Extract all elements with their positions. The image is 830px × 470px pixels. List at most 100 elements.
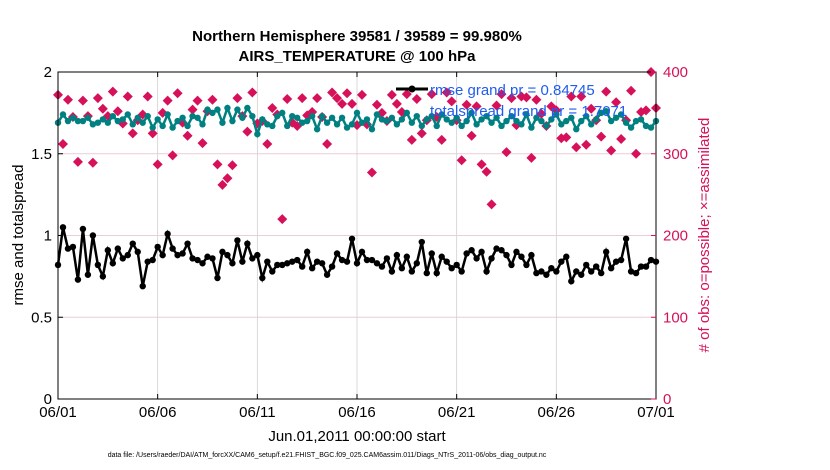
obs-point — [57, 138, 68, 149]
spread-point — [144, 112, 151, 120]
spread-point — [448, 119, 455, 126]
rmse-point — [308, 265, 316, 272]
chart-subtitle: AIRS_TEMPERATURE @ 100 hPa — [239, 48, 477, 65]
legend-rmse-marker — [408, 85, 416, 93]
obs-point — [616, 134, 627, 145]
spread-point — [408, 119, 416, 126]
rmse-point — [303, 248, 311, 256]
obs-point — [217, 179, 228, 190]
x-tick-label: 06/11 — [239, 404, 275, 421]
obs-point — [167, 150, 178, 161]
obs-point — [601, 86, 612, 97]
spread-point — [114, 117, 122, 125]
spread-point — [264, 121, 271, 128]
spread-point — [174, 117, 181, 125]
spread-point — [388, 114, 396, 121]
rmse-point — [249, 255, 256, 262]
spread-point — [403, 109, 411, 117]
obs-point — [446, 96, 457, 107]
rmse-point — [453, 261, 460, 269]
spread-point — [508, 112, 515, 120]
spread-point — [393, 121, 401, 128]
x-tick-label: 06/26 — [538, 404, 576, 421]
obs-point — [332, 93, 343, 104]
rmse-point — [189, 255, 196, 262]
rmse-point — [533, 269, 540, 277]
obs-point — [391, 98, 402, 109]
rmse-point — [124, 251, 131, 259]
rmse-point — [353, 260, 361, 267]
spread-point — [563, 117, 570, 125]
rmse-point — [333, 250, 341, 257]
y-tick-label: 0 — [44, 391, 52, 408]
spread-point — [378, 116, 386, 123]
rmse-point — [204, 253, 211, 260]
rmse-point — [438, 253, 445, 260]
y-right-tick-label: 300 — [663, 146, 688, 163]
spread-point — [593, 116, 600, 123]
spread-point — [89, 121, 97, 128]
spread-point — [642, 122, 650, 130]
spread-point — [483, 112, 490, 120]
spread-point — [478, 116, 485, 123]
spread-point — [194, 114, 201, 121]
spread-point — [134, 114, 141, 121]
spread-point — [578, 117, 585, 125]
spread-point — [84, 114, 92, 121]
rmse-point — [378, 263, 386, 270]
rmse-point — [104, 247, 112, 254]
rmse-point — [259, 274, 266, 282]
spread-point — [468, 109, 475, 117]
rmse-point — [363, 256, 371, 264]
rmse-point — [373, 260, 381, 267]
spread-point — [443, 116, 450, 123]
spread-point — [119, 116, 126, 123]
rmse-point — [443, 258, 450, 265]
obs-point — [356, 89, 367, 100]
rmse-point — [523, 261, 530, 269]
obs-point — [97, 103, 108, 114]
spread-point — [627, 124, 635, 131]
obs-point — [242, 126, 253, 137]
spread-point — [298, 119, 306, 126]
spread-point — [612, 114, 620, 121]
rmse-point — [174, 251, 181, 259]
obs-point — [461, 99, 472, 110]
spread-point — [473, 121, 480, 128]
obs-point — [127, 128, 138, 139]
obs-point — [436, 134, 447, 145]
obs-point — [282, 93, 293, 104]
rmse-point — [468, 247, 475, 254]
rmse-point — [642, 263, 650, 270]
y-right-tick-label: 100 — [663, 309, 688, 326]
obs-point — [77, 95, 88, 106]
y-tick-label: 1.5 — [31, 146, 52, 163]
rmse-point — [164, 230, 171, 238]
rmse-point — [59, 224, 67, 231]
legend-spread-label: totalspread grand pr = 1.7071 — [430, 103, 627, 120]
obs-point — [142, 91, 153, 102]
spread-point — [308, 112, 316, 120]
spread-point — [588, 121, 595, 128]
rmse-point — [289, 258, 296, 265]
obs-point — [342, 88, 353, 99]
obs-point — [366, 167, 377, 178]
rmse-point — [647, 256, 655, 264]
obs-point — [456, 155, 467, 166]
spread-point — [398, 116, 406, 123]
rmse-point — [538, 268, 545, 275]
rmse-point — [518, 253, 525, 260]
obs-point — [526, 152, 537, 163]
spread-point — [343, 124, 351, 131]
obs-point — [277, 214, 288, 225]
obs-point — [606, 145, 617, 156]
y-axis-label: rmse and totalspread — [10, 165, 27, 306]
rmse-point — [607, 265, 615, 272]
spread-point — [64, 117, 72, 125]
spread-point — [558, 121, 565, 128]
spread-point — [488, 119, 495, 126]
obs-point — [416, 128, 427, 139]
spread-point — [184, 122, 191, 130]
rmse-point — [568, 278, 575, 285]
rmse-point — [408, 268, 416, 275]
